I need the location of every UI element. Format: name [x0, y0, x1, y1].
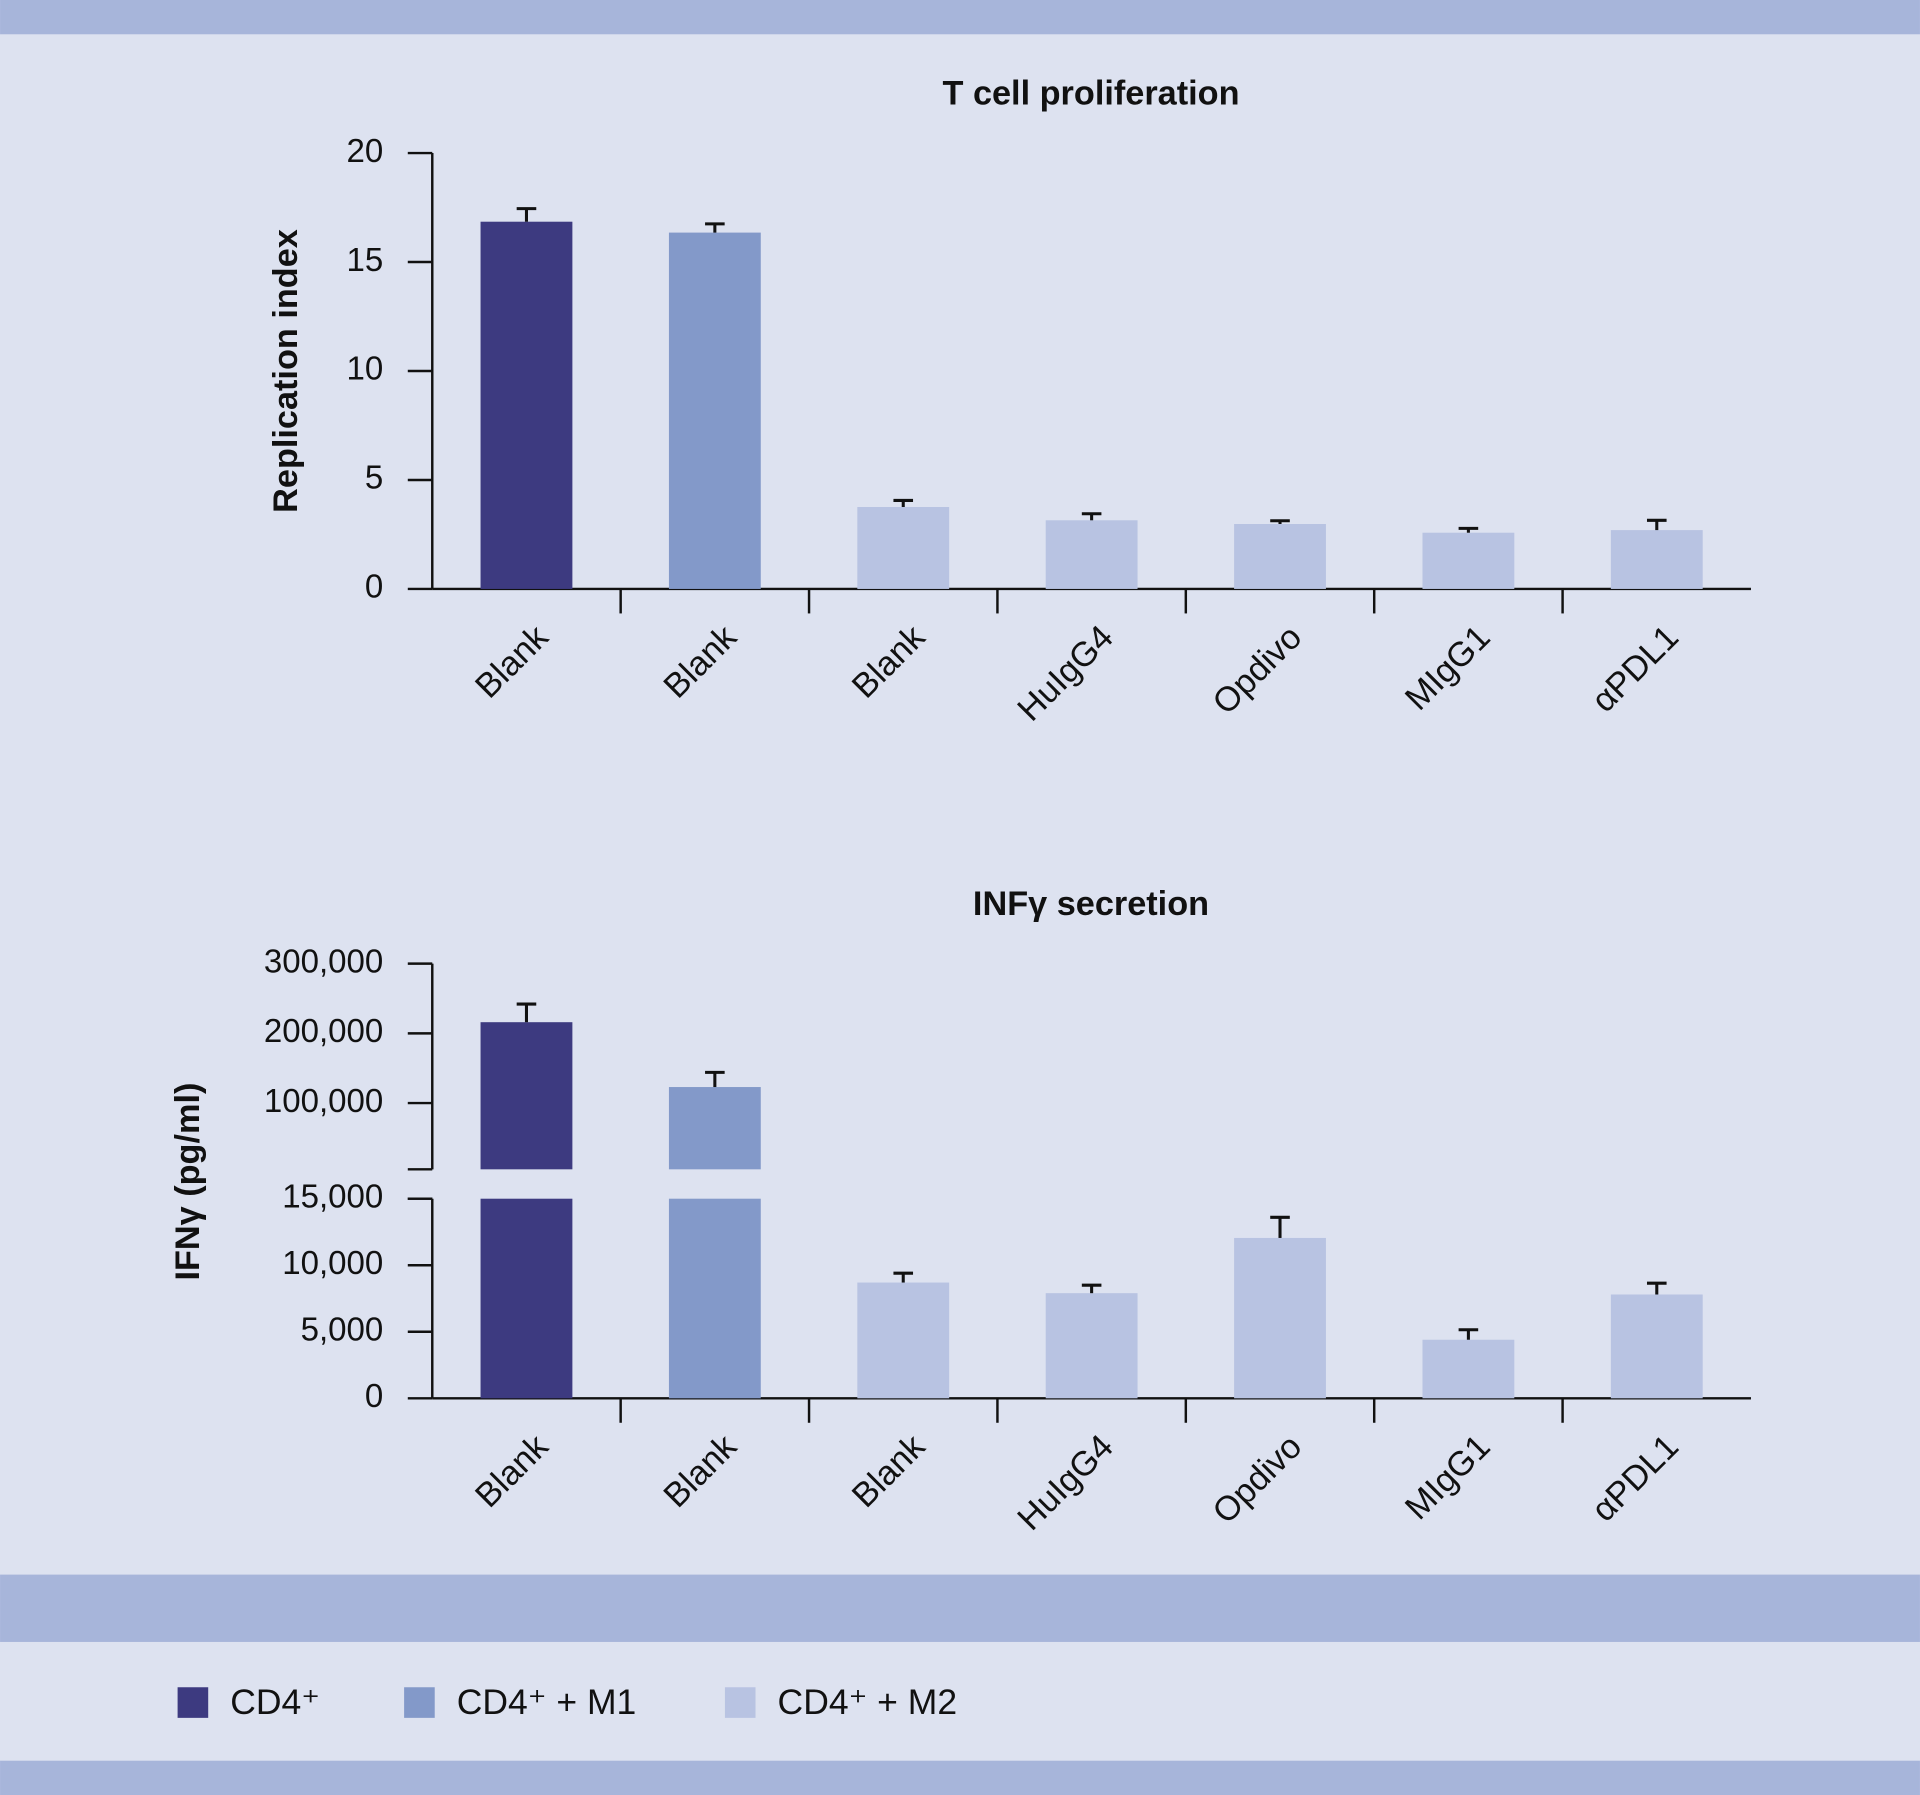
bar-upper — [480, 1022, 573, 1170]
bar — [668, 232, 761, 589]
y-axis-label: Replication index — [267, 229, 305, 513]
bar — [1422, 532, 1515, 589]
y-tick-label: 10,000 — [282, 1245, 383, 1282]
y-tick-label: 5,000 — [301, 1311, 384, 1348]
bar — [480, 1198, 573, 1399]
band — [0, 0, 1920, 35]
y-tick-label: 5 — [365, 460, 383, 497]
legend-swatch — [404, 1687, 435, 1718]
bar — [1234, 523, 1326, 589]
legend-label: CD4⁺ + M2 — [778, 1682, 958, 1722]
bar — [1610, 530, 1703, 589]
chart-title: T cell proliferation — [943, 75, 1240, 113]
y-tick-label: 15 — [347, 242, 384, 279]
bar — [1234, 1237, 1326, 1399]
y-tick-label: 20 — [347, 133, 384, 170]
bar — [1422, 1339, 1515, 1399]
y-tick-label: 0 — [365, 1378, 383, 1415]
bar — [480, 221, 573, 589]
bar — [857, 1282, 950, 1399]
legend-label: CD4⁺ + M1 — [457, 1682, 637, 1722]
legend-swatch — [177, 1687, 209, 1718]
bar — [1610, 1294, 1703, 1399]
band — [0, 1760, 1920, 1795]
chart-title: INFγ secretion — [973, 885, 1209, 923]
y-tick-label: 10 — [347, 351, 384, 388]
band — [0, 1574, 1920, 1642]
bar — [857, 506, 950, 589]
y-tick-label: 0 — [365, 569, 383, 606]
y-axis-label: IFNγ (pg/ml) — [169, 1083, 207, 1281]
bar — [1045, 1293, 1138, 1399]
y-tick-label: 100,000 — [264, 1083, 383, 1120]
bar-upper — [668, 1087, 761, 1170]
bar — [1045, 520, 1138, 589]
legend-swatch — [724, 1687, 756, 1718]
y-tick-label: 15,000 — [282, 1178, 383, 1215]
bar — [668, 1198, 761, 1399]
y-tick-label: 200,000 — [264, 1013, 383, 1050]
y-tick-label: 300,000 — [264, 943, 383, 980]
legend-label: CD4⁺ — [230, 1682, 320, 1722]
